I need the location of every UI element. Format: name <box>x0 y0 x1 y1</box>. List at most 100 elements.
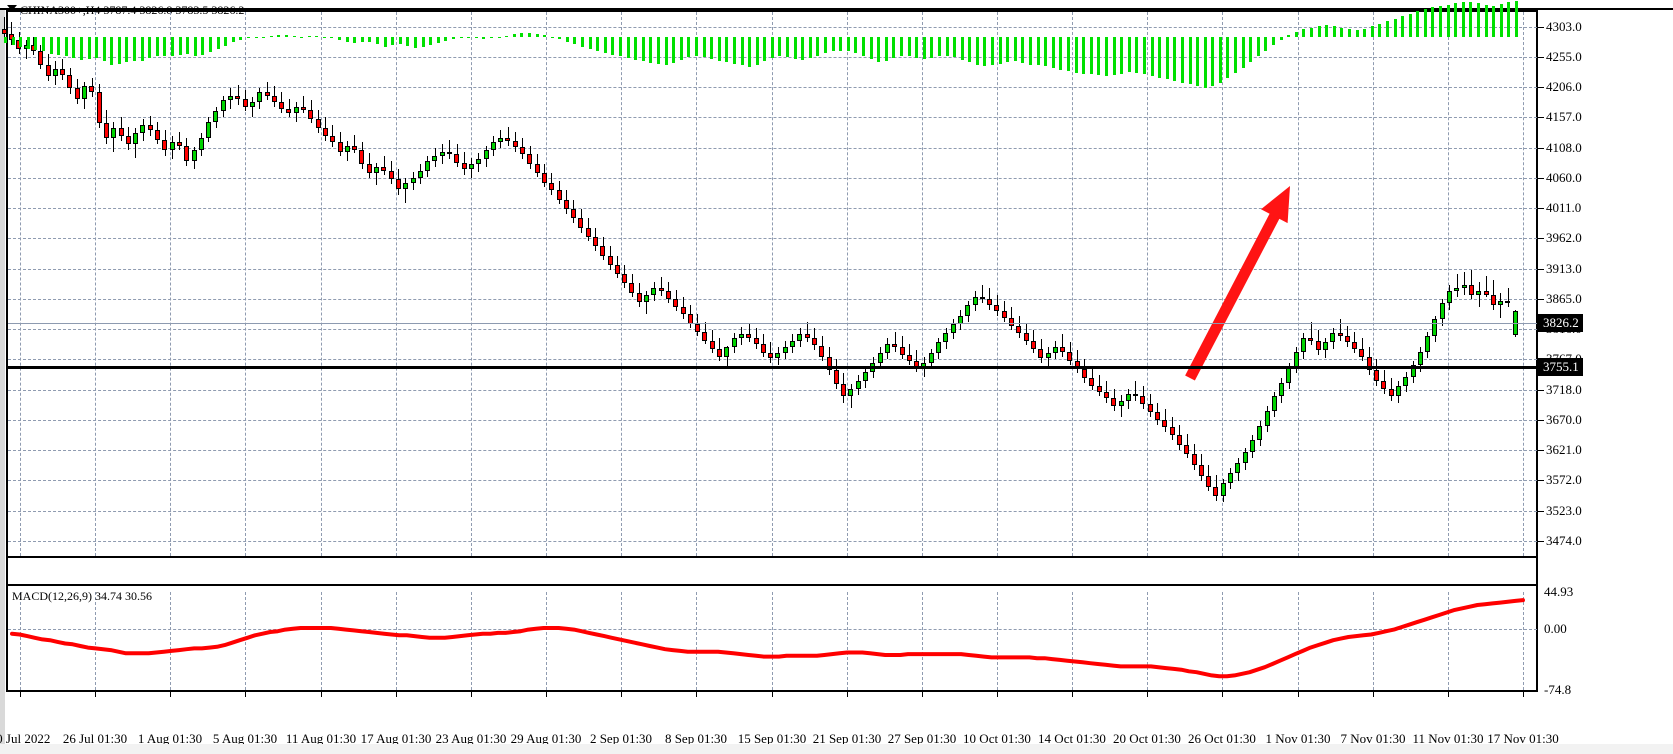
price-axis-label: 4157.0 <box>1546 109 1582 125</box>
macd-histogram-bar <box>50 36 53 54</box>
candle-bearish <box>1133 393 1138 397</box>
gridline-vertical <box>1373 12 1374 556</box>
candle-bearish <box>1170 427 1175 436</box>
candle-bearish <box>1199 464 1204 476</box>
candle-wick <box>661 277 662 296</box>
macd-histogram-bar <box>1454 3 1457 37</box>
macd-histogram-bar <box>1143 36 1146 75</box>
macd-histogram-bar <box>232 36 235 43</box>
macd-histogram-bar <box>1431 7 1434 37</box>
macd-histogram-bar <box>1173 36 1176 81</box>
candle-bearish <box>279 102 284 109</box>
candle-wick <box>11 21 12 45</box>
candle-wick <box>1311 321 1312 346</box>
candle-bullish <box>1498 300 1503 306</box>
candle-bullish <box>418 170 423 179</box>
price-level-line-support[interactable] <box>6 365 1538 369</box>
candle-wick <box>376 162 377 186</box>
window-bottom-strip <box>0 744 1673 754</box>
date-axis-tick <box>170 692 171 697</box>
date-axis-tick <box>1448 692 1449 697</box>
price-axis-tick <box>1538 56 1544 58</box>
macd-histogram-bar <box>346 36 349 42</box>
macd-histogram-bar <box>4 36 7 44</box>
macd-histogram-bar <box>748 36 751 68</box>
candle-bearish <box>746 334 751 339</box>
macd-histogram-bar <box>460 36 463 38</box>
macd-histogram-bar <box>353 36 356 44</box>
price-axis-label: 3865.0 <box>1546 290 1582 306</box>
candle-wick <box>1464 272 1465 295</box>
candle-bearish <box>308 109 313 120</box>
price-axis-label: 4303.0 <box>1546 18 1582 34</box>
macd-histogram-bar <box>1356 30 1359 37</box>
candle-bullish <box>221 100 226 112</box>
candle-bearish <box>980 297 985 300</box>
candle-bullish <box>1323 342 1328 351</box>
candle-wick <box>1479 282 1480 308</box>
macd-histogram-bar <box>399 36 402 45</box>
candle-bearish <box>1024 333 1029 341</box>
date-axis-tick <box>20 692 21 697</box>
caret-down-icon[interactable] <box>7 5 17 11</box>
candle-bearish <box>1016 325 1021 334</box>
candle-bearish <box>1367 356 1372 371</box>
price-level-line-current[interactable] <box>8 322 1537 324</box>
candle-bearish <box>608 255 613 265</box>
candle-bullish <box>82 86 87 99</box>
macd-histogram-bar <box>1500 4 1503 37</box>
macd-histogram-bar <box>915 36 918 59</box>
macd-histogram-bar <box>285 35 288 37</box>
macd-histogram-bar <box>657 36 660 64</box>
macd-histogram-bar <box>217 36 220 50</box>
macd-histogram-bar <box>741 36 744 66</box>
candle-bullish <box>775 352 780 358</box>
candle-bullish <box>936 342 941 353</box>
gridline-vertical <box>621 12 622 556</box>
candle-bearish <box>1082 369 1087 378</box>
axis-right-border[interactable] <box>1536 10 1538 692</box>
candle-bearish <box>119 128 124 136</box>
candle-bearish <box>761 344 766 353</box>
price-axis-label: 3913.0 <box>1546 260 1582 276</box>
axis-bottom-border[interactable] <box>6 690 1538 692</box>
candle-wick <box>1354 331 1355 353</box>
macd-indicator-pane[interactable] <box>0 0 1529 648</box>
macd-histogram-bar <box>1097 36 1100 76</box>
macd-histogram-bar <box>156 36 159 57</box>
macd-histogram-bar <box>65 36 68 57</box>
date-axis-label: 26 Oct 01:30 <box>1188 731 1256 746</box>
date-axis-tick <box>1523 692 1524 697</box>
gridline-vertical <box>546 12 547 556</box>
date-axis-tick <box>1222 692 1223 697</box>
price-axis-label: 4255.0 <box>1546 48 1582 64</box>
candle-wick <box>4 16 5 41</box>
candle-bearish <box>1111 398 1116 407</box>
macd-histogram-bar <box>148 36 151 59</box>
macd-histogram-bar <box>95 36 98 59</box>
candle-wick <box>909 344 910 366</box>
macd-histogram-bar <box>300 36 303 38</box>
macd-histogram-bar <box>72 36 75 59</box>
date-axis-label: 14 Oct 01:30 <box>1038 731 1106 746</box>
candle-bearish <box>60 69 65 76</box>
gridline-vertical <box>321 592 322 690</box>
candle-bearish <box>549 182 554 191</box>
date-axis-tick <box>621 692 622 697</box>
date-axis-tick <box>1298 692 1299 697</box>
macd-histogram-bar <box>1485 4 1488 37</box>
candle-bearish <box>1484 290 1489 295</box>
candle-bearish <box>1206 475 1211 487</box>
candle-bearish <box>1089 377 1094 386</box>
price-axis-tick <box>1538 449 1544 451</box>
price-axis-label: 4011.0 <box>1546 200 1582 215</box>
price-chart-pane[interactable] <box>0 0 1529 548</box>
macd-axis-label: -74.8 <box>1544 682 1572 697</box>
macd-histogram-bar <box>498 36 501 38</box>
price-axis-tick <box>1538 147 1544 149</box>
price-axis-label: 3474.0 <box>1546 533 1582 549</box>
macd-histogram-bar <box>467 36 470 38</box>
candle-bullish <box>951 323 956 334</box>
date-axis-tick <box>696 692 697 697</box>
gridline-vertical <box>1298 592 1299 690</box>
